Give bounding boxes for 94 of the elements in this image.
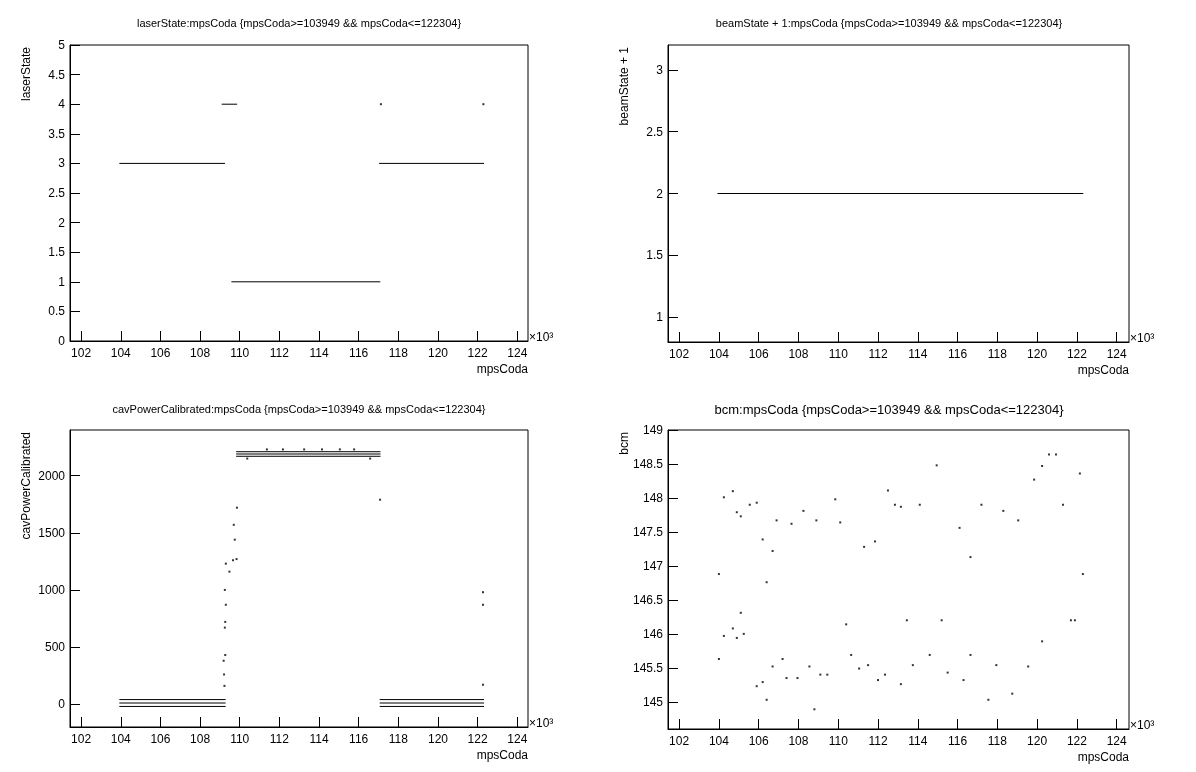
y-tick-label: 1500 — [38, 525, 66, 540]
y-tick-label: 3 — [656, 62, 664, 77]
y-tick-label: 5 — [58, 38, 66, 52]
x-tick-label: 118 — [388, 346, 409, 360]
x-axis-title: mpsCoda — [1077, 363, 1130, 377]
x-tick-label: 106 — [150, 346, 171, 360]
chart-title: bcm:mpsCoda {mpsCoda>=103949 && mpsCoda<=122304} — [714, 402, 1065, 417]
x-tick-label: 118 — [987, 734, 1008, 748]
x-tick-label: 106 — [748, 347, 770, 361]
x-tick-label: 104 — [110, 732, 132, 746]
y-tick-label: 145 — [642, 694, 664, 709]
x-tick-label: 116 — [349, 346, 369, 360]
y-tick-label: 1000 — [38, 582, 66, 597]
x-tick-label: 124 — [1106, 347, 1127, 361]
x-tick-label: 112 — [269, 732, 290, 746]
x-tick-label: 110 — [230, 346, 250, 360]
y-tick-label: 0.5 — [48, 304, 66, 319]
x-tick-label: 102 — [669, 734, 690, 748]
x-tick-label: 124 — [507, 732, 528, 746]
text: ×10³ — [1130, 331, 1155, 345]
x-axis-title: mpsCoda — [476, 362, 529, 376]
x-tick-label: 102 — [71, 732, 92, 746]
x-tick-label: 108 — [788, 347, 809, 361]
x-axis-title: mpsCoda — [1077, 750, 1130, 764]
y-tick-label: 147.5 — [632, 524, 664, 539]
y-tick-label: 2.5 — [48, 186, 66, 200]
y-tick-label: 146 — [642, 626, 664, 641]
x-tick-label: 120 — [427, 732, 449, 746]
y-tick-label: 500 — [44, 640, 66, 655]
y-tick-label: 148 — [642, 490, 664, 505]
x-tick-label: 122 — [1066, 347, 1088, 361]
y-tick-label: 4 — [58, 97, 66, 112]
y-tick-label: 0 — [58, 334, 66, 348]
x-tick-label: 108 — [190, 732, 211, 746]
x-tick-label: 112 — [269, 346, 290, 360]
x-tick-label: 104 — [708, 347, 730, 361]
x-tick-label: 106 — [748, 734, 770, 748]
y-tick-label: 145.5 — [632, 660, 664, 675]
y-tick-label: 2000 — [38, 468, 66, 483]
x-tick-label: 112 — [868, 734, 888, 748]
y-tick-label: 1.5 — [48, 245, 66, 260]
x-tick-label: 104 — [110, 346, 132, 360]
x-tick-label: 122 — [467, 346, 488, 360]
x-tick-label: 114 — [908, 347, 928, 361]
y-tick-label: 149 — [642, 423, 664, 437]
y-axis-title: bcm — [617, 432, 631, 455]
x-tick-label: 106 — [150, 732, 171, 746]
chart-title: beamState + 1:mpsCoda {mpsCoda>=103949 && mpsCoda<=122304} — [715, 16, 1063, 29]
x-tick-label: 110 — [828, 734, 849, 748]
x-tick-label: 110 — [230, 732, 250, 746]
y-tick-label: 1 — [58, 274, 66, 289]
x-tick-label: 118 — [987, 347, 1008, 361]
x-tick-label: 104 — [708, 734, 730, 748]
x-tick-label: 124 — [1106, 734, 1127, 748]
text: ×10³ — [529, 330, 554, 344]
y-tick-label: 1.5 — [646, 248, 664, 263]
x-tick-label: 102 — [71, 346, 92, 360]
y-axis-title: beamState + 1 — [617, 46, 631, 126]
x-tick-label: 124 — [507, 346, 528, 360]
y-tick-label: 4.5 — [48, 67, 66, 82]
x-tick-label: 114 — [309, 346, 329, 360]
chart-title: cavPowerCalibrated:mpsCoda {mpsCoda>=103949 && mpsCoda<=122304} — [112, 402, 486, 415]
y-tick-label: 3 — [58, 156, 66, 171]
text: ×10³ — [1130, 718, 1155, 732]
y-tick-label: 2 — [656, 186, 664, 201]
x-tick-label: 114 — [908, 734, 928, 748]
x-axis-title: mpsCoda — [476, 748, 529, 762]
y-tick-label: 146.5 — [632, 592, 664, 607]
x-tick-label: 116 — [948, 734, 968, 748]
y-tick-label: 2.5 — [646, 124, 664, 139]
x-tick-label: 116 — [349, 732, 369, 746]
x-tick-label: 122 — [467, 732, 488, 746]
y-tick-label: 2 — [58, 215, 66, 230]
x-tick-label: 108 — [788, 734, 809, 748]
x-tick-label: 112 — [868, 347, 888, 361]
y-tick-label: 147 — [642, 558, 664, 573]
text: ×10³ — [529, 716, 554, 730]
y-tick-label: 1 — [656, 310, 664, 325]
x-tick-label: 120 — [1027, 347, 1048, 361]
y-tick-label: 148.5 — [632, 456, 664, 471]
y-tick-label: 0 — [58, 697, 66, 712]
x-tick-label: 118 — [388, 732, 409, 746]
x-tick-label: 110 — [828, 347, 849, 361]
chart-title: laserState:mpsCoda {mpsCoda>=103949 && mpsCoda<=122304} — [136, 16, 462, 29]
y-axis-title: laserState — [19, 46, 33, 102]
y-tick-label: 3.5 — [48, 126, 66, 141]
x-tick-label: 116 — [948, 347, 968, 361]
x-tick-label: 120 — [427, 346, 449, 360]
x-tick-label: 114 — [309, 732, 329, 746]
x-tick-label: 122 — [1066, 734, 1088, 748]
x-tick-label: 102 — [669, 347, 690, 361]
x-tick-label: 120 — [1027, 734, 1048, 748]
x-tick-label: 108 — [190, 346, 211, 360]
y-axis-title: cavPowerCalibrated — [19, 432, 33, 540]
